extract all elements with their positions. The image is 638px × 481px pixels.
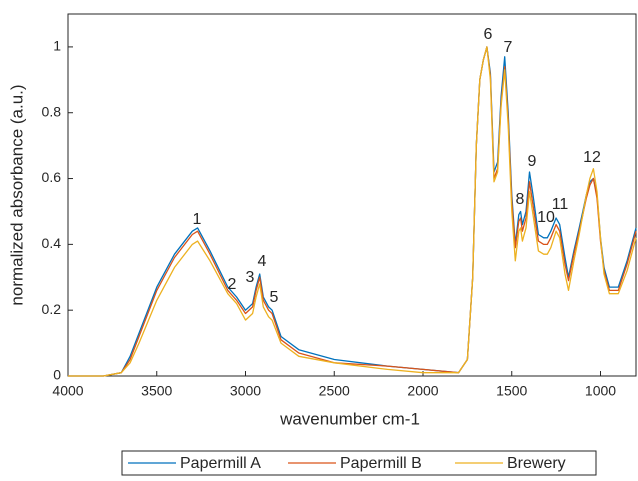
x-tick-label: 3000 [230, 383, 261, 399]
x-tick-label: 2000 [407, 383, 438, 399]
peak-label: 7 [504, 39, 513, 56]
series-line [68, 46, 637, 377]
peak-label: 3 [246, 269, 255, 286]
y-tick-label: 0.8 [42, 103, 62, 119]
y-axis-label: normalized absorbance (a.u.) [7, 84, 26, 305]
x-tick-label: 4000 [52, 383, 83, 399]
series-line [68, 46, 637, 377]
peak-label: 1 [193, 211, 202, 228]
x-tick-label: 2500 [319, 383, 350, 399]
peak-label: 4 [258, 253, 267, 270]
y-tick-label: 0.6 [42, 169, 62, 185]
x-axis-label: wavenumber cm-1 [279, 409, 420, 428]
peak-label: 11 [552, 196, 569, 213]
peak-label: 12 [583, 149, 601, 166]
peak-label: 8 [516, 191, 525, 208]
legend-label: Papermill B [340, 455, 422, 472]
legend-label: Brewery [507, 455, 566, 472]
y-tick-label: 0 [53, 367, 61, 383]
peak-label: 10 [537, 209, 555, 226]
y-tick-label: 1 [53, 38, 61, 54]
legend-box [121, 450, 597, 476]
peak-label: 6 [484, 26, 493, 43]
x-tick-label: 3500 [141, 383, 172, 399]
peak-label: 5 [270, 289, 279, 306]
legend-label: Papermill A [180, 455, 261, 472]
y-tick-label: 0.2 [42, 301, 62, 317]
peak-label: 9 [528, 153, 537, 170]
x-tick-label: 1500 [496, 383, 527, 399]
y-tick-label: 0.4 [42, 235, 62, 251]
x-tick-label: 1000 [585, 383, 616, 399]
plot-area [67, 13, 637, 377]
peak-label: 2 [228, 276, 237, 293]
